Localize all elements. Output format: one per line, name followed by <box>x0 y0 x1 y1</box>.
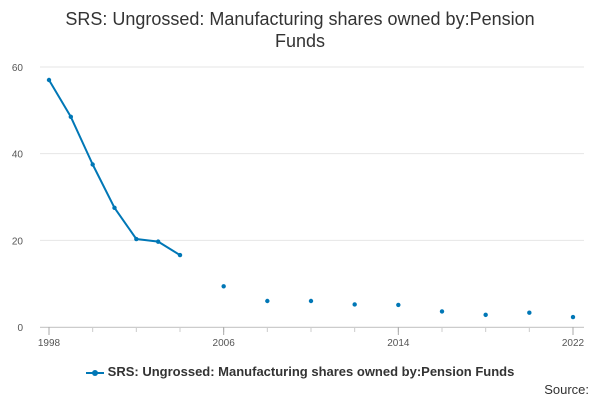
y-tick-label: 40 <box>12 150 24 161</box>
data-point <box>46 77 52 83</box>
data-point <box>134 236 139 242</box>
axes <box>40 327 584 335</box>
data-point <box>265 298 270 304</box>
legend-label: SRS: Ungrossed: Manufacturing shares own… <box>107 364 515 379</box>
data-point <box>112 205 117 211</box>
chart-title-line-1: SRS: Ungrossed: Manufacturing shares own… <box>65 9 535 29</box>
data-point <box>177 252 183 258</box>
data-point <box>527 310 532 315</box>
chart-title: SRS: Ungrossed: Manufacturing shares own… <box>0 8 600 52</box>
legend: SRS: Ungrossed: Manufacturing shares own… <box>0 364 600 379</box>
grid-lines <box>40 66 584 328</box>
data-point <box>570 314 576 320</box>
data-point <box>308 298 314 304</box>
data-point <box>439 309 445 314</box>
source-label: Source: <box>544 382 589 397</box>
data-point <box>221 284 226 289</box>
x-tick-label: 2006 <box>213 338 236 349</box>
data-point <box>90 162 95 167</box>
data-point <box>396 302 401 308</box>
y-axis-ticks: 0 20 40 60 <box>12 63 24 334</box>
x-tick-label: 2022 <box>562 338 585 349</box>
data-point <box>352 302 357 307</box>
legend-swatch <box>85 367 104 379</box>
y-tick-label: 60 <box>12 63 24 74</box>
y-tick-label: 20 <box>12 236 24 247</box>
series-line <box>48 79 181 256</box>
x-tick-label: 2014 <box>387 338 410 349</box>
data-point <box>483 312 488 318</box>
data-point <box>155 239 161 244</box>
y-tick-label: 0 <box>17 323 23 334</box>
chart-title-line-2: Funds <box>274 31 326 51</box>
x-tick-label: 1998 <box>38 338 61 349</box>
data-point <box>68 114 74 120</box>
series-group <box>46 77 576 320</box>
x-axis-ticks: 1998 2006 2014 2022 <box>38 338 585 349</box>
